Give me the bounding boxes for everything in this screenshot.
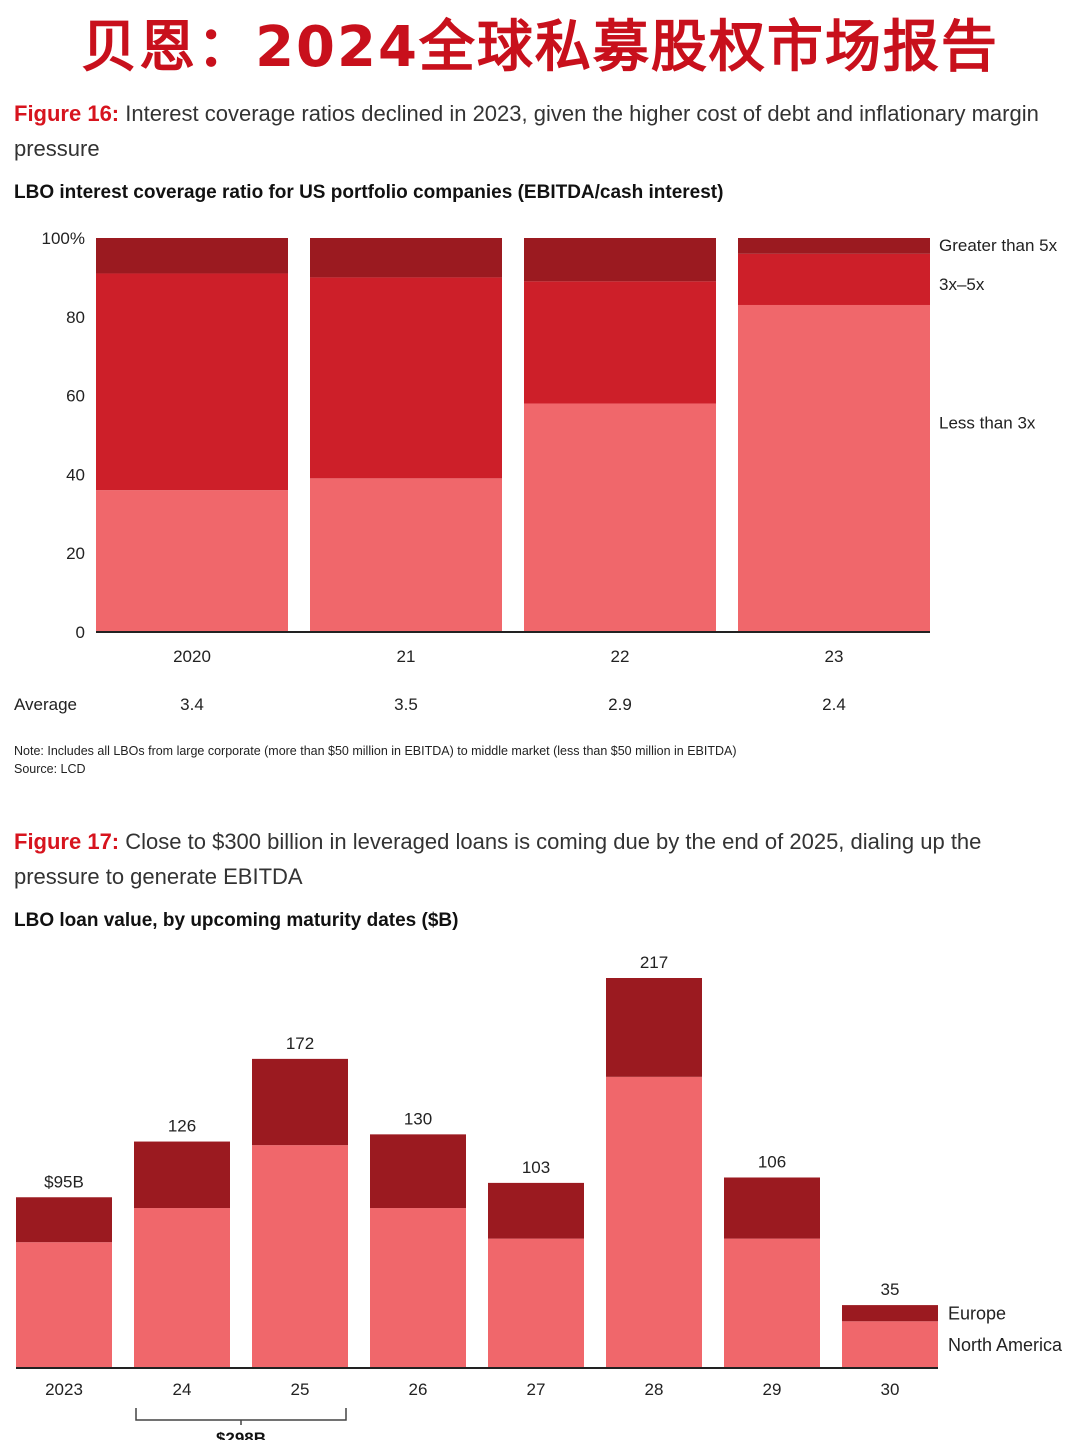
bar-segment-3x-5x [310,277,502,479]
legend-label-north-america: North America [948,1335,1063,1355]
average-value: 2.4 [822,695,846,714]
data-label-total: 35 [881,1280,900,1299]
legend-label-greater-than-5x: Greater than 5x [939,236,1058,255]
legend-label-less-than-3x: Less than 3x [939,413,1036,432]
x-tick-label: 27 [527,1380,546,1399]
data-label-total: 217 [640,953,668,972]
data-label-total: $95B [44,1172,84,1191]
bar-segment-greater-than-5x [738,238,930,254]
bar-segment-greater-than-5x [96,238,288,274]
figure-16-text: Interest coverage ratios declined in 202… [14,101,1039,161]
y-tick-label: 0 [76,623,85,642]
figure-16-label: Figure 16: [14,101,120,126]
bar-segment-north-america [842,1321,938,1368]
bar-segment-europe [724,1177,820,1239]
bar-segment-europe [252,1058,348,1146]
y-tick-label: 40 [66,465,85,484]
bar-segment-less-than-3x [310,478,502,632]
x-tick-label: 23 [825,647,844,666]
x-tick-label: 28 [645,1380,664,1399]
figure-17-caption: Figure 17: Close to $300 billion in leve… [14,824,1064,894]
figure-17-text: Close to $300 billion in leveraged loans… [14,829,982,889]
bar-segment-less-than-3x [738,304,930,632]
banner-title: 贝恩：2024全球私募股权市场报告 [81,14,999,80]
bar-segment-europe [842,1305,938,1322]
bar-segment-north-america [252,1145,348,1368]
data-label-total: 106 [758,1152,786,1171]
chart-17-loan-maturities: $95B 2023 126 24 172 25 130 26 103 27 217 28 106 29 35… [16,953,1063,1440]
x-tick-label: 25 [291,1380,310,1399]
bar-segment-europe [134,1141,230,1209]
data-label-total: 172 [286,1034,314,1053]
figure-17-subtitle: LBO loan value, by upcoming maturity dat… [14,910,459,931]
bar-segment-greater-than-5x [310,238,502,278]
figure-16-subtitle: LBO interest coverage ratio for US portf… [14,182,724,203]
bar-segment-north-america [724,1238,820,1368]
bar-segment-greater-than-5x [524,238,716,282]
data-label-total: 130 [404,1109,432,1128]
bar-segment-europe [370,1134,466,1209]
bracket-label: $298B [216,1429,266,1440]
average-value: 2.9 [608,695,632,714]
bar-segment-3x-5x [738,253,930,305]
bar-segment-europe [16,1197,112,1243]
y-tick-label: 20 [66,544,85,563]
bar-segment-less-than-3x [96,490,288,632]
bar-segment-europe [488,1182,584,1239]
average-label: Average [14,695,77,714]
figure-16-note: Note: Includes all LBOs from large corpo… [14,742,737,778]
bracket-24-25 [135,1408,347,1421]
figure-17-label: Figure 17: [14,829,120,854]
x-tick-label: 30 [881,1380,900,1399]
y-tick-label: 100% [42,229,85,248]
x-tick-label: 26 [409,1380,428,1399]
legend-label-europe: Europe [948,1303,1006,1323]
bar-segment-north-america [370,1208,466,1368]
bar-segment-north-america [16,1242,112,1368]
bar-segment-less-than-3x [524,403,716,632]
chart-16-interest-coverage: 100% 80 60 40 20 0 2020 3.4 21 3.5 22 2.9 23 2.4 Avera… [14,229,1058,714]
x-tick-label: 2020 [173,647,211,666]
x-tick-label: 21 [397,647,416,666]
note-text: Note: Includes all LBOs from large corpo… [14,744,737,758]
bar-segment-north-america [488,1238,584,1368]
average-value: 3.4 [180,695,204,714]
bar-segment-europe [606,978,702,1077]
legend-label-3x-5x: 3x–5x [939,275,985,294]
bar-segment-3x-5x [524,281,716,404]
x-tick-label: 2023 [45,1380,83,1399]
figure-16-caption: Figure 16: Interest coverage ratios decl… [14,96,1064,166]
x-tick-label: 22 [611,647,630,666]
data-label-total: 103 [522,1158,550,1177]
y-tick-label: 80 [66,308,85,327]
bar-segment-3x-5x [96,273,288,491]
bar-segment-north-america [606,1076,702,1368]
x-tick-label: 29 [763,1380,782,1399]
y-tick-label: 60 [66,387,85,406]
source-text: Source: LCD [14,762,86,776]
bar-segment-north-america [134,1208,230,1368]
average-value: 3.5 [394,695,418,714]
x-tick-label: 24 [173,1380,192,1399]
data-label-total: 126 [168,1117,196,1136]
